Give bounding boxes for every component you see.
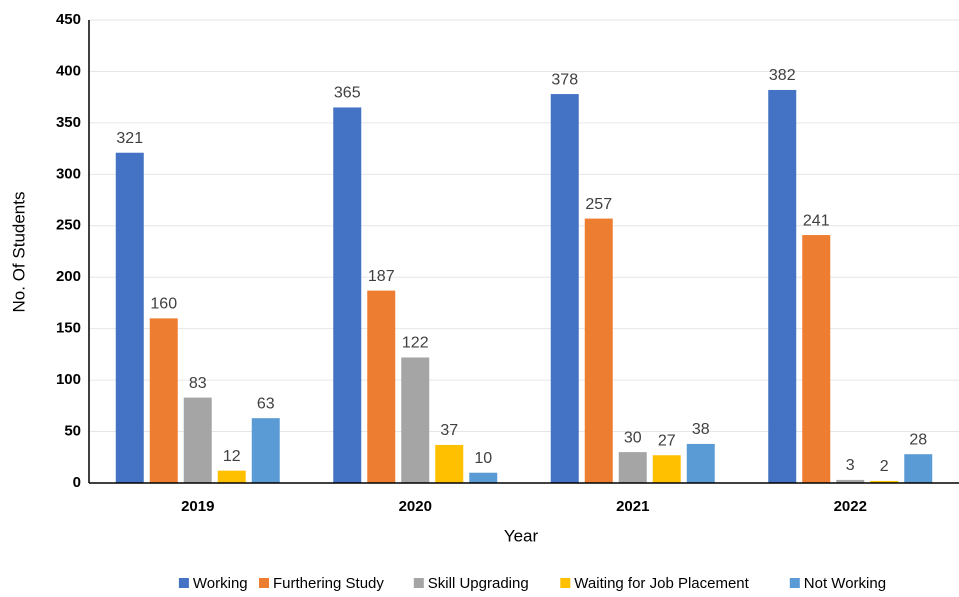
value-label: 30 xyxy=(624,429,642,446)
legend-label: Furthering Study xyxy=(273,575,384,592)
bar xyxy=(183,397,212,483)
bar xyxy=(469,472,498,483)
x-tick-label: 2021 xyxy=(616,498,649,515)
bar xyxy=(333,107,362,483)
value-label: 365 xyxy=(334,85,361,102)
value-label: 241 xyxy=(803,212,830,229)
value-label: 37 xyxy=(440,422,458,439)
y-tick-label: 250 xyxy=(56,217,81,234)
legend-swatch xyxy=(259,578,269,588)
value-label: 2 xyxy=(880,458,889,475)
x-tick-label: 2022 xyxy=(834,498,867,515)
bar xyxy=(115,152,144,483)
bar xyxy=(802,235,831,483)
legend-swatch xyxy=(560,578,571,588)
legend-label: Working xyxy=(193,575,248,592)
y-tick-label: 300 xyxy=(56,165,81,182)
legend-swatch xyxy=(413,578,424,588)
legend-swatch xyxy=(789,578,800,588)
value-label: 257 xyxy=(585,196,612,213)
y-tick-label: 0 xyxy=(73,474,81,491)
bar xyxy=(149,318,178,483)
value-label: 83 xyxy=(189,375,207,392)
x-tick-label: 2020 xyxy=(399,498,432,515)
value-label: 382 xyxy=(769,67,796,84)
value-label: 378 xyxy=(551,71,578,88)
y-tick-label: 50 xyxy=(64,423,81,440)
bar xyxy=(584,218,613,483)
value-label: 28 xyxy=(909,431,927,448)
y-tick-label: 400 xyxy=(56,62,81,79)
y-tick-label: 150 xyxy=(56,320,81,337)
legend-label: Skill Upgrading xyxy=(428,575,529,592)
legend-swatch xyxy=(178,578,189,588)
x-axis-title: Year xyxy=(504,526,539,545)
bar xyxy=(904,454,933,483)
y-tick-label: 450 xyxy=(56,11,81,28)
value-label: 321 xyxy=(116,130,143,147)
y-tick-label: 100 xyxy=(56,371,81,388)
value-label: 38 xyxy=(692,421,710,438)
value-label: 3 xyxy=(846,457,855,474)
y-tick-label: 200 xyxy=(56,268,81,285)
bar xyxy=(870,480,899,483)
bar xyxy=(652,455,681,483)
bar xyxy=(836,479,865,483)
bar xyxy=(367,290,396,483)
bar xyxy=(686,443,715,483)
value-label: 63 xyxy=(257,395,275,412)
legend-label: Not Working xyxy=(804,575,886,592)
value-label: 122 xyxy=(402,335,429,352)
bar xyxy=(435,444,464,483)
value-label: 160 xyxy=(150,296,177,313)
value-label: 10 xyxy=(474,450,492,467)
bar xyxy=(217,470,246,483)
bar xyxy=(550,94,579,483)
bar xyxy=(251,418,280,483)
value-label: 12 xyxy=(223,448,241,465)
bar xyxy=(768,89,797,483)
bar xyxy=(401,357,430,483)
x-tick-label: 2019 xyxy=(181,498,214,515)
value-label: 187 xyxy=(368,268,395,285)
legend-label: Waiting for Job Placement xyxy=(574,575,749,592)
bar xyxy=(618,452,647,483)
y-axis-title: No. Of Students xyxy=(9,192,28,313)
value-label: 27 xyxy=(658,432,676,449)
y-tick-label: 350 xyxy=(56,114,81,131)
